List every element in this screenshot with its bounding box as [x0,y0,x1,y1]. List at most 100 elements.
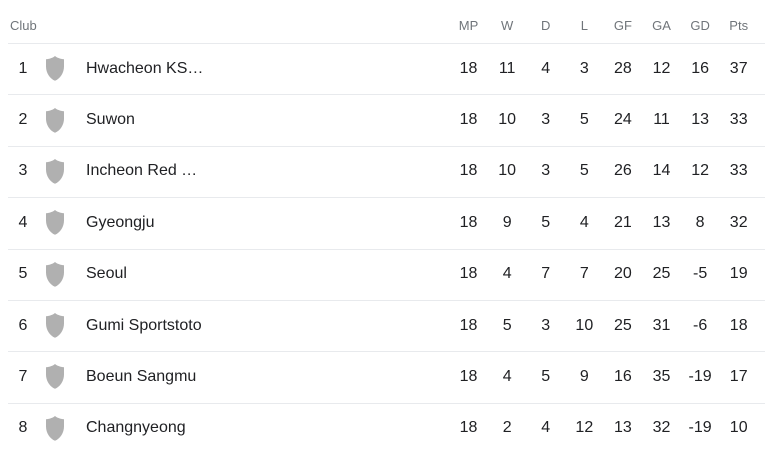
stat-matches-played: 18 [459,213,478,231]
column-header-ga: GA [652,17,671,33]
stat-draws: 3 [541,111,551,129]
stat-losses: 7 [579,265,589,283]
stat-goals-for: 16 [614,367,632,385]
stat-goals-against: 35 [652,367,671,385]
club-name: Changnyeong [86,419,186,437]
stat-points: 33 [729,111,748,129]
stat-points: 37 [729,59,748,77]
rank-number: 8 [18,419,28,437]
stat-losses: 3 [579,59,589,77]
rank-number: 5 [18,265,28,283]
stat-draws: 3 [541,316,551,334]
stat-goal-difference: -6 [692,316,708,334]
stat-points: 17 [729,367,748,385]
stat-draws: 5 [541,213,551,231]
stat-goals-for: 21 [614,213,632,231]
club-crest-shield-icon [43,312,67,339]
stat-points: 18 [729,316,748,334]
rank-number: 3 [18,162,28,180]
stat-points: 33 [729,162,748,180]
stat-points: 19 [729,265,748,283]
stat-goal-difference: 13 [691,111,709,129]
stat-matches-played: 18 [459,265,478,283]
table-header-row: Club MP W D L GF GA GD Pts [0,0,765,43]
stat-matches-played: 18 [459,111,478,129]
club-name: Seoul [86,265,127,283]
club-name: Incheon Red … [86,162,198,180]
stat-goal-difference: -5 [692,265,708,283]
club-crest-shield-icon [43,415,67,442]
stat-losses: 5 [579,162,589,180]
stat-draws: 4 [541,59,551,77]
stat-points: 10 [729,419,748,437]
rank-number: 6 [18,316,28,334]
stat-points: 32 [729,213,748,231]
stat-goal-difference: 12 [691,162,709,180]
stat-matches-played: 18 [459,316,478,334]
stat-goals-against: 11 [653,111,670,129]
column-header-l: L [580,17,588,33]
stat-goals-for: 24 [614,111,632,129]
stat-losses: 10 [575,316,594,334]
rank-number: 7 [18,367,28,385]
column-header-d: D [541,17,551,33]
club-crest-shield-icon [43,158,67,185]
column-header-w: W [501,17,514,33]
stat-goals-for: 20 [614,265,632,283]
club-name: Hwacheon KS… [86,59,204,77]
column-header-mp: MP [458,17,479,33]
club-crest-shield-icon [43,363,67,390]
stat-draws: 3 [541,162,551,180]
rank-number: 1 [18,59,28,77]
table-row[interactable]: 2 Suwon 18 10 3 5 24 11 13 33 [0,94,765,145]
stat-draws: 7 [541,265,551,283]
club-name: Boeun Sangmu [86,367,197,385]
stat-matches-played: 18 [459,162,478,180]
table-row[interactable]: 5 Seoul 18 4 7 7 20 25 -5 19 [0,248,765,300]
column-header-gd: GD [690,17,710,33]
club-name: Suwon [86,111,135,129]
club-name: Gumi Sportstoto [86,316,202,334]
stat-wins: 10 [498,111,517,129]
table-body: 1 Hwacheon KS… 18 11 4 3 28 12 16 37 2 S… [0,43,765,454]
rank-number: 2 [18,111,28,129]
club-crest-shield-icon [43,107,67,134]
stat-matches-played: 18 [459,59,478,77]
table-row[interactable]: 4 Gyeongju 18 9 5 4 21 13 8 32 [0,197,765,248]
stat-goals-for: 28 [614,59,632,77]
stat-wins: 4 [502,367,512,385]
rank-number: 4 [18,213,28,231]
stat-goal-difference: -19 [688,367,712,385]
stat-matches-played: 18 [459,367,478,385]
stat-matches-played: 18 [459,419,478,437]
table-row[interactable]: 7 Boeun Sangmu 18 4 5 9 16 35 -19 17 [0,351,765,402]
column-header-club: Club [10,17,37,33]
table-row[interactable]: 1 Hwacheon KS… 18 11 4 3 28 12 16 37 [0,43,765,94]
stat-wins: 9 [502,213,512,231]
stat-goals-for: 25 [614,316,632,334]
stat-losses: 12 [575,419,594,437]
stat-losses: 5 [579,111,589,129]
club-crest-shield-icon [43,209,67,236]
stat-wins: 11 [498,59,516,77]
table-row[interactable]: 8 Changnyeong 18 2 4 12 13 32 -19 10 [0,402,765,454]
club-name: Gyeongju [86,213,155,231]
stat-goal-difference: -19 [688,419,712,437]
stat-goals-against: 14 [652,162,671,180]
stat-draws: 4 [541,419,551,437]
table-row[interactable]: 3 Incheon Red … 18 10 3 5 26 14 12 33 [0,145,765,197]
stat-goal-difference: 16 [691,59,709,77]
column-header-gf: GF [613,17,632,33]
stat-goals-against: 32 [652,419,671,437]
table-row[interactable]: 6 Gumi Sportstoto 18 5 3 10 25 31 -6 18 [0,299,765,351]
stat-goals-against: 25 [652,265,671,283]
stat-goal-difference: 8 [695,213,705,231]
stat-wins: 2 [502,419,512,437]
stat-goals-against: 12 [652,59,671,77]
stat-wins: 5 [502,316,512,334]
stat-wins: 4 [502,265,512,283]
stat-losses: 4 [579,213,589,231]
stat-goals-for: 26 [614,162,632,180]
stat-goals-for: 13 [614,419,632,437]
